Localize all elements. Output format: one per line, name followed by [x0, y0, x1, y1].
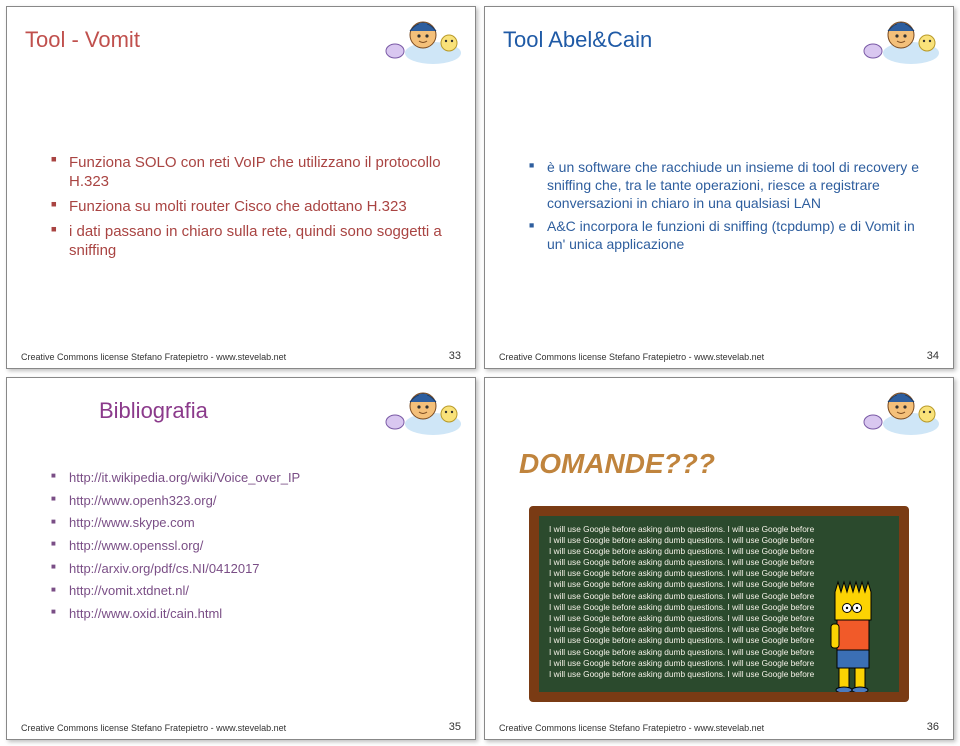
slide-body: http://it.wikipedia.org/wiki/Voice_over_…: [7, 442, 475, 717]
slide-34: Tool Abel&Cain è un software che racchiu…: [484, 6, 954, 369]
slide-35: Bibliografia http://it.wikipedia.org/wik…: [6, 377, 476, 740]
bullet-item: http://www.oxid.it/cain.html: [51, 606, 445, 623]
chalk-line: I will use Google before asking dumb que…: [549, 524, 889, 535]
slide-33: Tool - Vomit Funziona SOLO con reti VoIP…: [6, 6, 476, 369]
slide-title: DOMANDE???: [485, 438, 953, 494]
slide-header: [485, 378, 953, 438]
bullet-list: è un software che racchiude un insieme d…: [529, 159, 923, 261]
bullet-list: http://it.wikipedia.org/wiki/Voice_over_…: [51, 470, 445, 628]
slide-title: Tool Abel&Cain: [497, 27, 849, 53]
slide-footer: Creative Commons license Stefano Fratepi…: [7, 717, 475, 739]
footer-text: Creative Commons license Stefano Fratepi…: [21, 723, 286, 733]
bullet-list: Funziona SOLO con reti VoIP che utilizza…: [51, 153, 445, 267]
chalk-line: I will use Google before asking dumb que…: [549, 557, 889, 568]
footer-text: Creative Commons license Stefano Fratepi…: [21, 352, 286, 362]
slide-body: I will use Google before asking dumb que…: [485, 494, 953, 717]
bullet-item: http://www.openssl.org/: [51, 538, 445, 555]
bullet-item: Funziona SOLO con reti VoIP che utilizza…: [51, 153, 445, 191]
chalkboard-image: I will use Google before asking dumb que…: [529, 506, 909, 702]
slide-header: Tool Abel&Cain: [485, 7, 953, 71]
slide-body: Funziona SOLO con reti VoIP che utilizza…: [7, 71, 475, 346]
slide-body: è un software che racchiude un insieme d…: [485, 71, 953, 346]
corner-mascot-icon: [859, 384, 941, 438]
footer-text: Creative Commons license Stefano Fratepi…: [499, 723, 764, 733]
bullet-item: http://it.wikipedia.org/wiki/Voice_over_…: [51, 470, 445, 487]
bart-icon: [825, 580, 889, 692]
corner-mascot-icon: [381, 384, 463, 438]
bullet-item: http://www.skype.com: [51, 515, 445, 532]
slide-title: Bibliografia: [19, 398, 371, 424]
bullet-item: i dati passano in chiaro sulla rete, qui…: [51, 222, 445, 260]
bullet-item: A&C incorpora le funzioni di sniffing (t…: [529, 218, 923, 254]
slide-header: Bibliografia: [7, 378, 475, 442]
bullet-item: http://vomit.xtdnet.nl/: [51, 583, 445, 600]
chalk-line: I will use Google before asking dumb que…: [549, 535, 889, 546]
chalk-line: I will use Google before asking dumb que…: [549, 546, 889, 557]
chalk-line: I will use Google before asking dumb que…: [549, 568, 889, 579]
page-number: 34: [927, 350, 939, 362]
slide-footer: Creative Commons license Stefano Fratepi…: [7, 346, 475, 368]
slide-footer: Creative Commons license Stefano Fratepi…: [485, 717, 953, 739]
slide-footer: Creative Commons license Stefano Fratepi…: [485, 346, 953, 368]
bullet-item: è un software che racchiude un insieme d…: [529, 159, 923, 213]
slide-title: Tool - Vomit: [19, 27, 371, 53]
bullet-item: http://arxiv.org/pdf/cs.NI/0412017: [51, 561, 445, 578]
page-number: 33: [449, 350, 461, 362]
slide-header: Tool - Vomit: [7, 7, 475, 71]
corner-mascot-icon: [859, 13, 941, 67]
bullet-item: http://www.openh323.org/: [51, 493, 445, 510]
slide-36: DOMANDE??? I will use Google before aski…: [484, 377, 954, 740]
page-number: 36: [927, 721, 939, 733]
bullet-item: Funziona su molti router Cisco che adott…: [51, 197, 445, 216]
footer-text: Creative Commons license Stefano Fratepi…: [499, 352, 764, 362]
corner-mascot-icon: [381, 13, 463, 67]
page-number: 35: [449, 721, 461, 733]
